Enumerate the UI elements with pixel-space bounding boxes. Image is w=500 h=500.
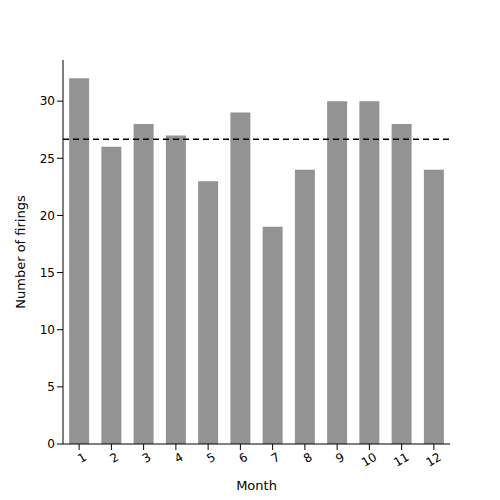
- svg-text:9: 9: [333, 450, 347, 466]
- svg-text:10: 10: [359, 450, 379, 470]
- svg-text:6: 6: [237, 450, 251, 466]
- svg-text:12: 12: [423, 450, 443, 470]
- svg-text:15: 15: [40, 266, 55, 280]
- svg-text:25: 25: [40, 152, 55, 166]
- svg-text:0: 0: [47, 437, 55, 451]
- svg-text:4: 4: [172, 450, 186, 466]
- svg-text:20: 20: [40, 209, 55, 223]
- svg-text:Month: Month: [236, 478, 277, 493]
- svg-text:7: 7: [269, 450, 283, 466]
- svg-text:1: 1: [75, 450, 89, 466]
- svg-text:2: 2: [108, 450, 122, 466]
- svg-text:3: 3: [140, 450, 154, 466]
- svg-text:5: 5: [204, 450, 218, 466]
- svg-text:5: 5: [47, 380, 55, 394]
- svg-text:10: 10: [40, 323, 55, 337]
- svg-text:11: 11: [391, 450, 411, 470]
- svg-text:Number of firings: Number of firings: [13, 195, 28, 309]
- svg-text:8: 8: [301, 450, 315, 466]
- svg-text:30: 30: [40, 94, 55, 108]
